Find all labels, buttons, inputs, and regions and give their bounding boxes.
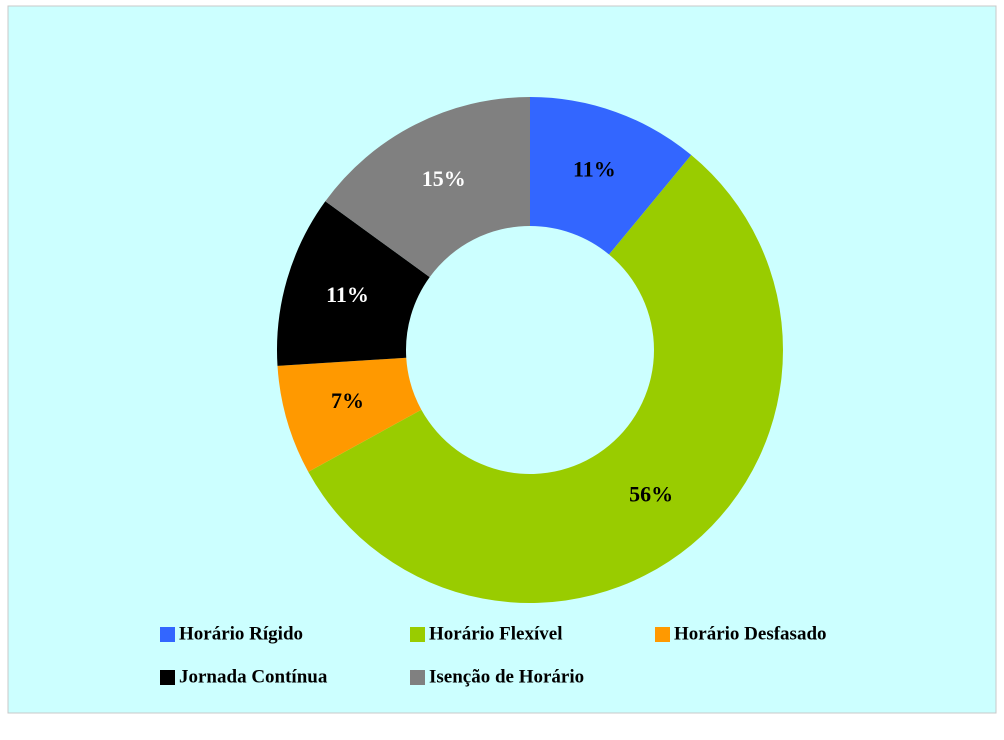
legend-swatch bbox=[655, 627, 670, 642]
data-label: 11% bbox=[326, 282, 369, 307]
legend-label: Horário Flexível bbox=[429, 623, 562, 644]
legend-label: Isenção de Horário bbox=[429, 666, 584, 687]
legend-swatch bbox=[160, 627, 175, 642]
data-label: 7% bbox=[331, 388, 364, 413]
legend-swatch bbox=[160, 670, 175, 685]
donut-slice bbox=[325, 97, 530, 278]
data-label: 15% bbox=[422, 166, 466, 191]
legend-label: Jornada Contínua bbox=[179, 666, 328, 687]
legend-swatch bbox=[410, 670, 425, 685]
donut-slice bbox=[277, 201, 430, 366]
legend-swatch bbox=[410, 627, 425, 642]
donut-slice bbox=[308, 155, 783, 603]
legend-label: Horário Desfasado bbox=[674, 623, 827, 644]
donut-slice bbox=[277, 357, 422, 472]
data-label: 56% bbox=[629, 481, 673, 506]
data-label: 11% bbox=[573, 156, 616, 181]
legend-label: Horário Rígido bbox=[179, 623, 303, 644]
donut-slice bbox=[530, 97, 692, 255]
